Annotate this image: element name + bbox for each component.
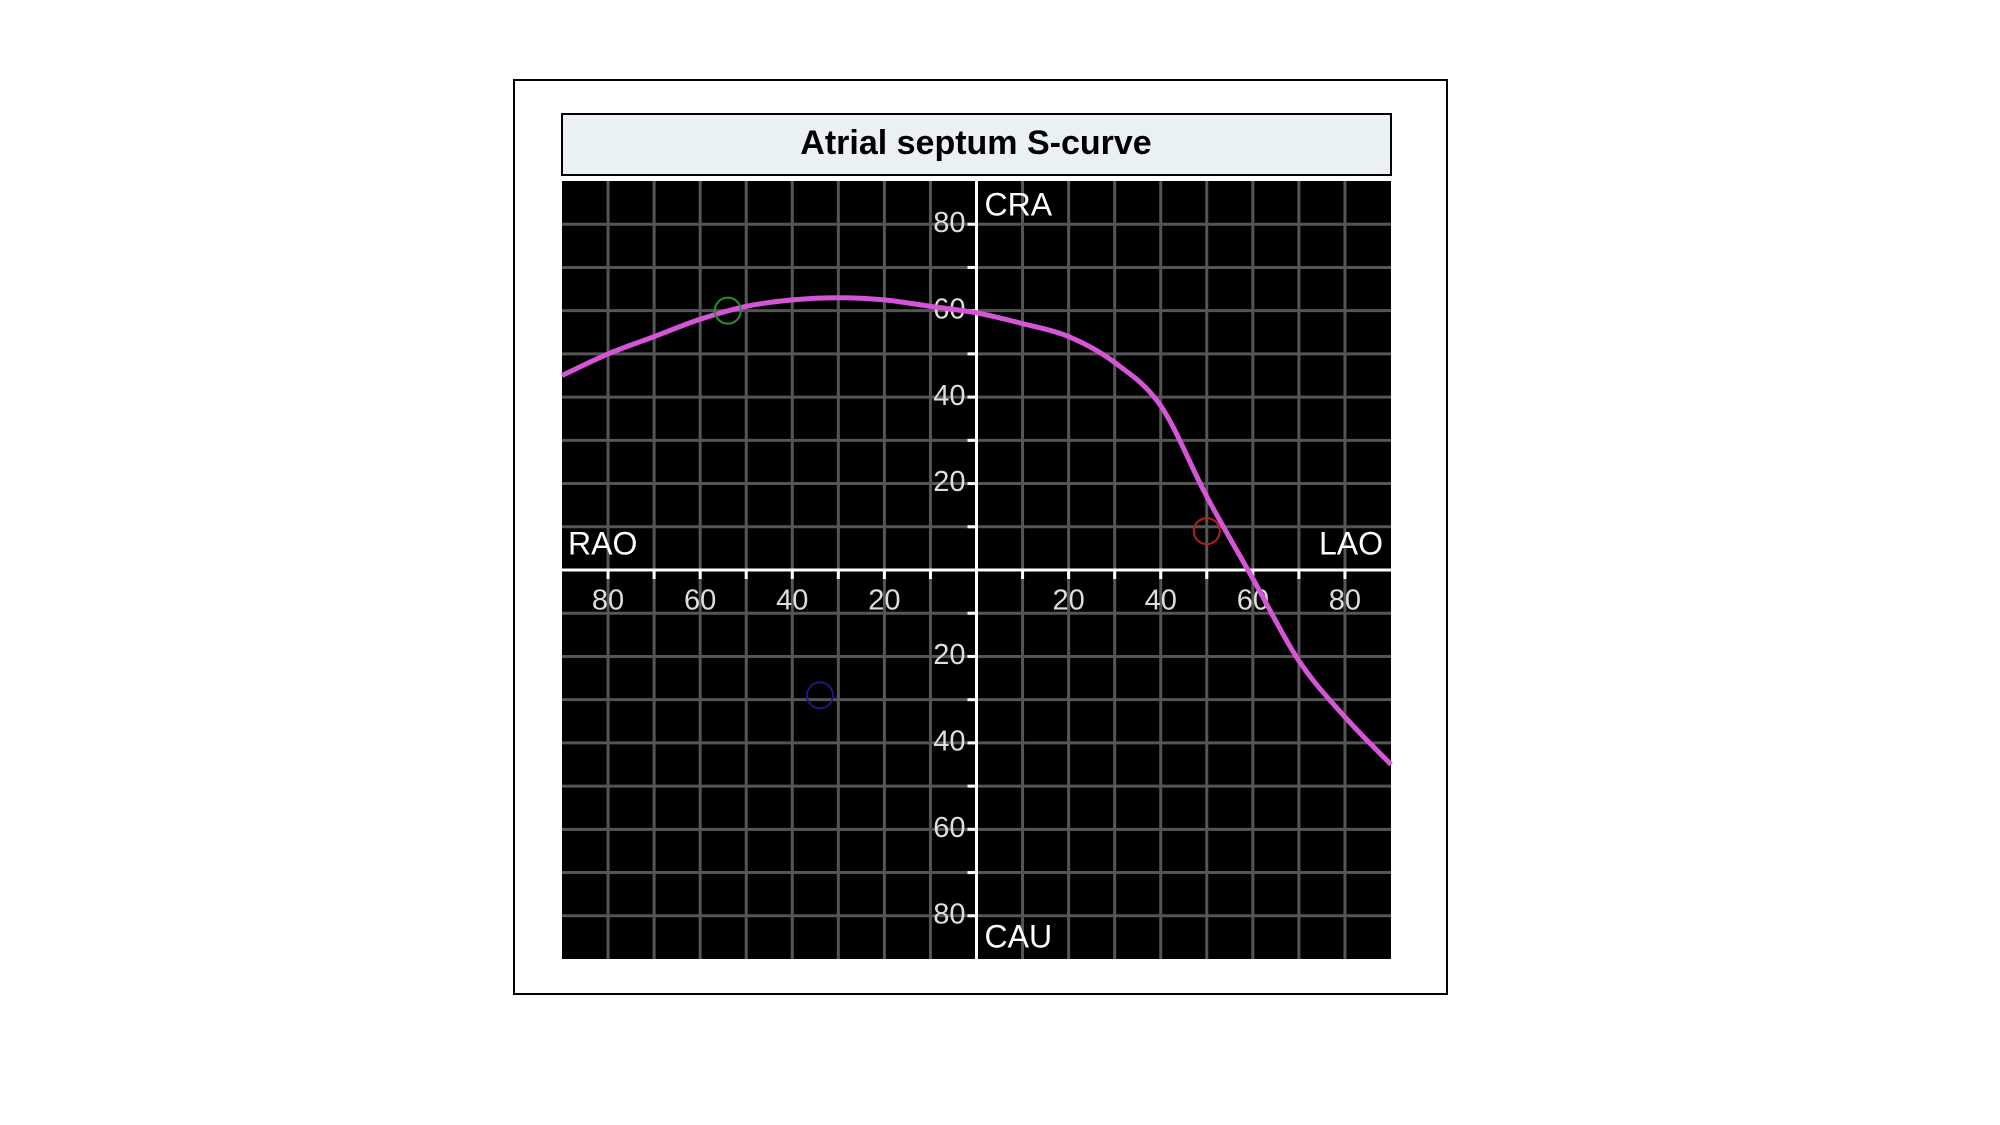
y-tick-label: 40 bbox=[933, 380, 965, 412]
axis-label: CAU bbox=[985, 918, 1053, 954]
y-tick-label: 80 bbox=[933, 207, 965, 239]
axis-label: RAO bbox=[568, 525, 637, 561]
marker bbox=[805, 681, 834, 710]
chart-title: Atrial septum S-curve bbox=[800, 124, 1151, 162]
y-tick-label: 80 bbox=[933, 898, 965, 930]
y-tick-label: 20 bbox=[933, 466, 965, 498]
x-tick-label: 60 bbox=[684, 585, 716, 617]
y-tick-label: 60 bbox=[933, 812, 965, 844]
y-tick-label: 20 bbox=[933, 639, 965, 671]
x-tick-label: 20 bbox=[1052, 585, 1084, 617]
x-tick-label: 80 bbox=[592, 585, 624, 617]
marker bbox=[713, 296, 742, 325]
axis-label: LAO bbox=[1319, 525, 1383, 561]
title-box bbox=[561, 113, 1392, 176]
x-tick-label: 40 bbox=[1145, 585, 1177, 617]
x-tick-label: 80 bbox=[1329, 585, 1361, 617]
marker bbox=[1192, 517, 1221, 546]
x-tick-label: 40 bbox=[776, 585, 808, 617]
curve bbox=[560, 295, 1393, 767]
x-tick-label: 20 bbox=[868, 585, 900, 617]
axis-label: CRA bbox=[985, 186, 1053, 222]
y-tick-label: 40 bbox=[933, 726, 965, 758]
